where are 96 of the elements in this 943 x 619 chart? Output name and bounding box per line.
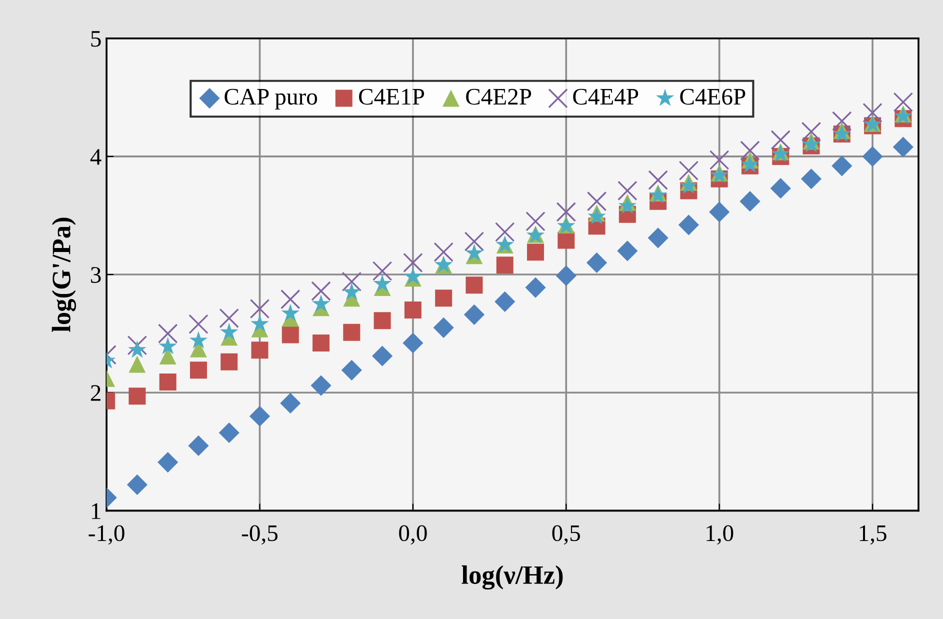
point xyxy=(280,392,301,414)
point xyxy=(189,331,208,348)
point xyxy=(158,324,178,344)
point xyxy=(341,360,362,380)
y-tick-label: 2 xyxy=(90,385,100,401)
point xyxy=(188,435,209,456)
point xyxy=(496,256,514,274)
point xyxy=(158,452,178,473)
point xyxy=(586,252,608,274)
point xyxy=(251,342,268,359)
point xyxy=(678,214,699,236)
point xyxy=(128,388,146,405)
point xyxy=(832,156,852,176)
point xyxy=(526,244,544,261)
point xyxy=(282,326,299,344)
point xyxy=(556,202,576,222)
point xyxy=(402,332,424,354)
y-tick-label: 5 xyxy=(91,31,101,47)
point xyxy=(648,228,668,248)
x-axis-title: log(ν/Hz) xyxy=(462,565,563,590)
point xyxy=(586,191,607,212)
point xyxy=(800,168,822,190)
point xyxy=(465,244,484,262)
point xyxy=(280,289,300,310)
point xyxy=(372,261,392,281)
legend-label: C4E1P xyxy=(359,88,424,105)
point xyxy=(556,265,576,286)
point xyxy=(158,336,177,354)
point xyxy=(250,298,270,319)
point xyxy=(770,178,791,199)
point xyxy=(403,252,423,273)
point xyxy=(126,474,148,495)
point xyxy=(188,314,208,334)
point xyxy=(466,276,483,294)
point xyxy=(249,406,270,427)
point xyxy=(526,212,546,232)
point xyxy=(128,340,146,358)
point xyxy=(250,314,269,332)
y-tick-label: 4 xyxy=(90,149,102,165)
point xyxy=(494,291,516,312)
point xyxy=(219,308,240,328)
point xyxy=(433,317,454,338)
point xyxy=(310,375,332,396)
point xyxy=(373,274,392,292)
point xyxy=(343,324,360,341)
point xyxy=(190,362,207,379)
x-tick-label: 1,5 xyxy=(860,525,886,545)
point xyxy=(618,180,638,201)
point xyxy=(862,146,883,167)
point xyxy=(159,373,176,390)
point xyxy=(372,346,393,366)
point xyxy=(464,304,485,325)
point xyxy=(312,334,330,352)
point xyxy=(218,422,240,444)
point xyxy=(128,356,146,373)
point xyxy=(832,111,852,131)
point xyxy=(342,272,362,292)
point xyxy=(404,301,422,318)
y-tick-label: 3 xyxy=(91,267,101,283)
point xyxy=(434,242,454,262)
point xyxy=(342,282,361,300)
point xyxy=(525,277,546,298)
point xyxy=(648,170,668,190)
point xyxy=(127,335,148,356)
x-tick-label: 0,0 xyxy=(399,525,427,545)
point xyxy=(770,130,790,150)
x-tick-label: -1,0 xyxy=(88,525,124,545)
point xyxy=(680,176,698,194)
point xyxy=(892,136,914,158)
point xyxy=(709,150,730,170)
y-tick-label: 1 xyxy=(92,503,100,519)
point xyxy=(220,353,238,370)
point xyxy=(678,160,699,181)
point xyxy=(740,140,760,160)
x-tick-label: 0,5 xyxy=(552,525,580,545)
legend-label: C4E4P xyxy=(573,88,638,105)
legend-label: C4E6P xyxy=(680,88,746,105)
legend-label: C4E2P xyxy=(466,88,532,105)
point xyxy=(617,240,638,262)
point xyxy=(494,222,515,242)
y-axis-title: log(G'/Pa) xyxy=(52,218,76,332)
point xyxy=(740,191,760,212)
point xyxy=(464,232,484,252)
point xyxy=(220,322,238,340)
point xyxy=(311,281,331,301)
x-tick-label: 1,0 xyxy=(706,525,734,545)
legend-label: CAP puro xyxy=(224,88,318,110)
point xyxy=(281,304,300,322)
point xyxy=(709,202,730,222)
point xyxy=(374,312,391,330)
x-tick-label: -0,5 xyxy=(242,525,278,545)
point xyxy=(435,290,452,307)
point xyxy=(893,92,914,112)
point xyxy=(801,122,822,142)
point xyxy=(862,102,882,123)
point xyxy=(312,294,330,312)
